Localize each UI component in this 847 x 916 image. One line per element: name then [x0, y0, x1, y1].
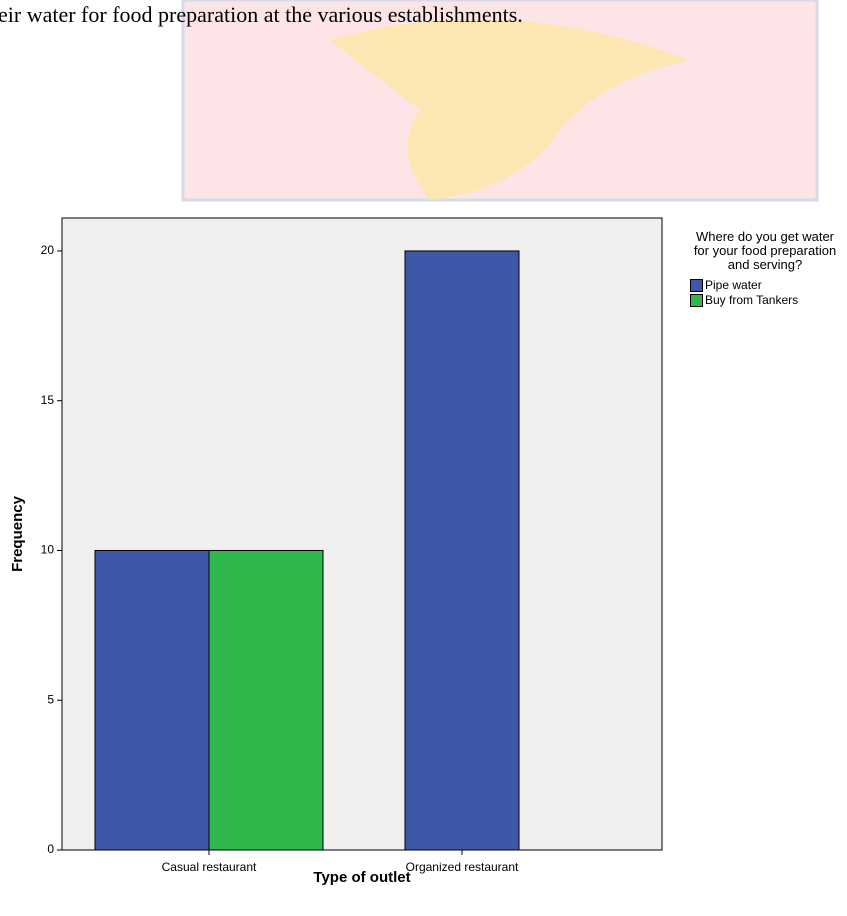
caption: eir water for food preparation at the va…	[0, 2, 523, 27]
bar	[404, 250, 520, 851]
y-tick-label: 5	[47, 692, 54, 706]
watermark-eagle	[330, 19, 690, 200]
y-tick-label: 15	[41, 393, 55, 407]
legend-title: Where do you get water for your food pre…	[693, 229, 837, 272]
legend-item: Pipe water	[690, 278, 840, 293]
legend-item: Buy from Tankers	[690, 293, 840, 308]
x-tick-label: Organized restaurant	[406, 860, 519, 874]
x-tick-label: Casual restaurant	[162, 860, 257, 874]
y-axis-title: Frequency	[9, 495, 26, 572]
y-tick-label: 20	[41, 243, 55, 257]
y-tick-label: 0	[47, 842, 54, 856]
y-tick-label: 10	[41, 543, 55, 557]
legend-label: Pipe water	[705, 278, 762, 292]
bar	[208, 549, 324, 851]
x-axis-title: Type of outlet	[313, 869, 410, 886]
legend-swatch	[690, 279, 703, 292]
legend-swatch	[690, 294, 703, 307]
bar	[94, 549, 210, 851]
legend-label: Buy from Tankers	[705, 293, 799, 307]
legend: Where do you get water for your food pre…	[690, 230, 840, 308]
